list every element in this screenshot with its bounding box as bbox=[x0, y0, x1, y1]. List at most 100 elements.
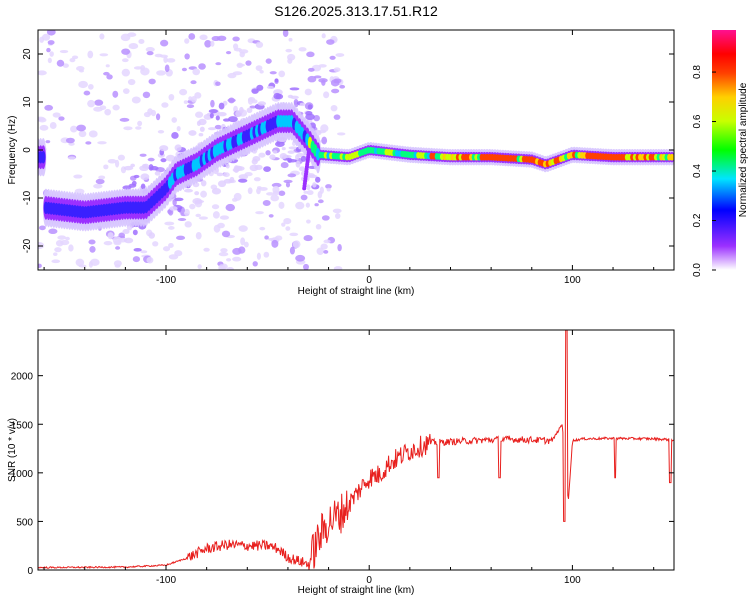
spectrogram-noise-cell bbox=[194, 191, 200, 196]
spectrogram-noise-cell bbox=[298, 166, 306, 172]
spectrogram-noise-cell bbox=[89, 245, 96, 253]
spectrogram-noise-cell bbox=[88, 239, 96, 245]
spectrogram-noise-cell bbox=[336, 132, 346, 136]
spectrogram-noise-cell bbox=[219, 215, 230, 220]
spectrogram-noise-cell bbox=[123, 126, 133, 131]
snr-frame bbox=[37, 329, 675, 571]
spectrogram-noise-cell bbox=[41, 33, 51, 41]
spectrogram-noise-cell bbox=[115, 246, 121, 250]
spectrogram-noise-cell bbox=[167, 209, 172, 215]
spectrogram-noise-cell bbox=[200, 190, 207, 198]
snr-xtick-label: 100 bbox=[564, 575, 581, 586]
spectrogram-noise-cell bbox=[265, 58, 272, 64]
spectrogram-ridge-core bbox=[41, 150, 46, 164]
spectrogram-noise-cell bbox=[140, 173, 150, 181]
figure-title: S126.2025.313.17.51.R12 bbox=[274, 3, 438, 19]
spectrogram-noise-cell bbox=[123, 165, 134, 171]
spectrogram-noise-cell bbox=[195, 231, 202, 240]
spectrogram-noise-cell bbox=[337, 243, 342, 252]
spectrogram-noise-cell bbox=[323, 250, 329, 254]
spectrogram-noise-cell bbox=[326, 39, 335, 45]
spectrogram-noise-cell bbox=[274, 78, 279, 83]
spectrogram-noise-cell bbox=[87, 83, 94, 90]
colorbar-label: Normalized spectral amplitude bbox=[738, 82, 749, 217]
spectrogram-noise-cell bbox=[57, 235, 67, 240]
spectrogram-noise-cell bbox=[38, 70, 47, 76]
spectrogram-noise-cell bbox=[208, 109, 218, 114]
spectrogram-noise-cell bbox=[73, 174, 83, 179]
spectrogram-noise-cell bbox=[137, 120, 143, 127]
spectrogram-noise-cell bbox=[287, 58, 293, 64]
spectrogram-noise-cell bbox=[215, 62, 222, 66]
spectrogram-noise-cell bbox=[94, 99, 104, 106]
spectrogram-noise-cell bbox=[229, 176, 235, 183]
spectrogram-noise-cell bbox=[127, 78, 136, 86]
spectrogram-noise-cell bbox=[183, 100, 188, 104]
spectrogram-noise-cell bbox=[184, 53, 190, 60]
spectrogram-noise-cell bbox=[325, 184, 332, 189]
spectrogram-noise-cell bbox=[135, 126, 142, 130]
spectrogram-noise-cell bbox=[266, 192, 275, 196]
spectrogram-noise-cell bbox=[313, 114, 320, 122]
spectrogram-noise-cell bbox=[146, 256, 154, 264]
spectrogram-noise-cell bbox=[256, 84, 264, 91]
spectrogram-noise-cell bbox=[49, 51, 54, 57]
spectrogram-noise-cell bbox=[112, 90, 119, 98]
spectrogram-noise-cell bbox=[278, 190, 286, 196]
spectrogram-noise-cell bbox=[174, 144, 182, 152]
spectrogram-noise-cell bbox=[232, 36, 240, 42]
spectrogram-noise-cell bbox=[232, 247, 242, 255]
spectrogram-noise-cell bbox=[164, 64, 170, 73]
spectrogram-noise-cell bbox=[265, 150, 271, 156]
spectrogram-noise-cell bbox=[216, 35, 227, 41]
snr-ytick-label: 0 bbox=[27, 566, 33, 577]
spectrogram-noise-cell bbox=[280, 162, 289, 169]
spectrogram-noise-cell bbox=[184, 38, 190, 44]
colorbar-tick-label: 0.6 bbox=[692, 114, 703, 128]
spectrogram-noise-cell bbox=[211, 187, 222, 195]
spectrogram-noise-cell bbox=[176, 235, 186, 241]
spectrogram-noise-cell bbox=[218, 264, 226, 270]
spectrogram-noise-cell bbox=[315, 224, 322, 230]
spectrogram-noise-cell bbox=[215, 115, 220, 121]
spectrogram-noise-cell bbox=[287, 157, 293, 163]
spectrogram-noise-cell bbox=[189, 203, 196, 210]
spectrogram-noise-cell bbox=[171, 117, 178, 123]
spectrogram-noise-cell bbox=[226, 267, 234, 270]
spectrogram-noise-cell bbox=[147, 157, 155, 162]
spectrogram-noise-cell bbox=[330, 79, 340, 87]
spectrogram-noise-cell bbox=[204, 39, 212, 48]
colorbar-ticks: 0.0 0.2 0.4 0.6 0.8 bbox=[692, 65, 716, 277]
spectrogram-ridge-core bbox=[669, 153, 674, 161]
spectrogram-noise-cell bbox=[38, 241, 45, 249]
spectrogram-noise-cell bbox=[171, 132, 179, 139]
spectrogram-noise-cell bbox=[288, 37, 293, 42]
spectrogram-noise-cell bbox=[235, 110, 243, 118]
spectrogram-noise-cell bbox=[227, 72, 237, 79]
spectrogram-noise-cell bbox=[227, 116, 238, 123]
spectrogram-noise-cell bbox=[76, 65, 85, 72]
spectrogram-noise-cell bbox=[199, 34, 208, 41]
spectrogram-noise-cell bbox=[278, 201, 285, 210]
spectrogram-noise-cell bbox=[214, 124, 222, 130]
spectrogram-noise-cell bbox=[128, 43, 139, 50]
spectrogram-noise-cell bbox=[317, 199, 324, 204]
spectrogram-noise-cell bbox=[194, 199, 205, 204]
spectrogram-noise-cell bbox=[47, 40, 55, 45]
spectrogram-noise-cell bbox=[247, 187, 253, 195]
spectrogram-noise-cell bbox=[268, 214, 274, 218]
spectrogram-noise-cell bbox=[225, 203, 236, 212]
spectrogram-noise-cell bbox=[253, 177, 261, 182]
spectrogram-noise-cell bbox=[139, 153, 147, 157]
spectrogram-ytick-label: -10 bbox=[22, 190, 33, 205]
spectrogram-noise-cell bbox=[266, 85, 274, 89]
spectrogram-ytick-label: 10 bbox=[22, 96, 33, 108]
spectrogram-noise-cell bbox=[114, 159, 120, 168]
spectrogram-noise-cell bbox=[168, 226, 175, 230]
spectrogram-noise-cell bbox=[98, 175, 106, 180]
spectrogram-noise-cell bbox=[326, 187, 331, 192]
spectrogram-noise-cell bbox=[195, 111, 204, 118]
spectrogram-noise-cell bbox=[257, 186, 262, 190]
